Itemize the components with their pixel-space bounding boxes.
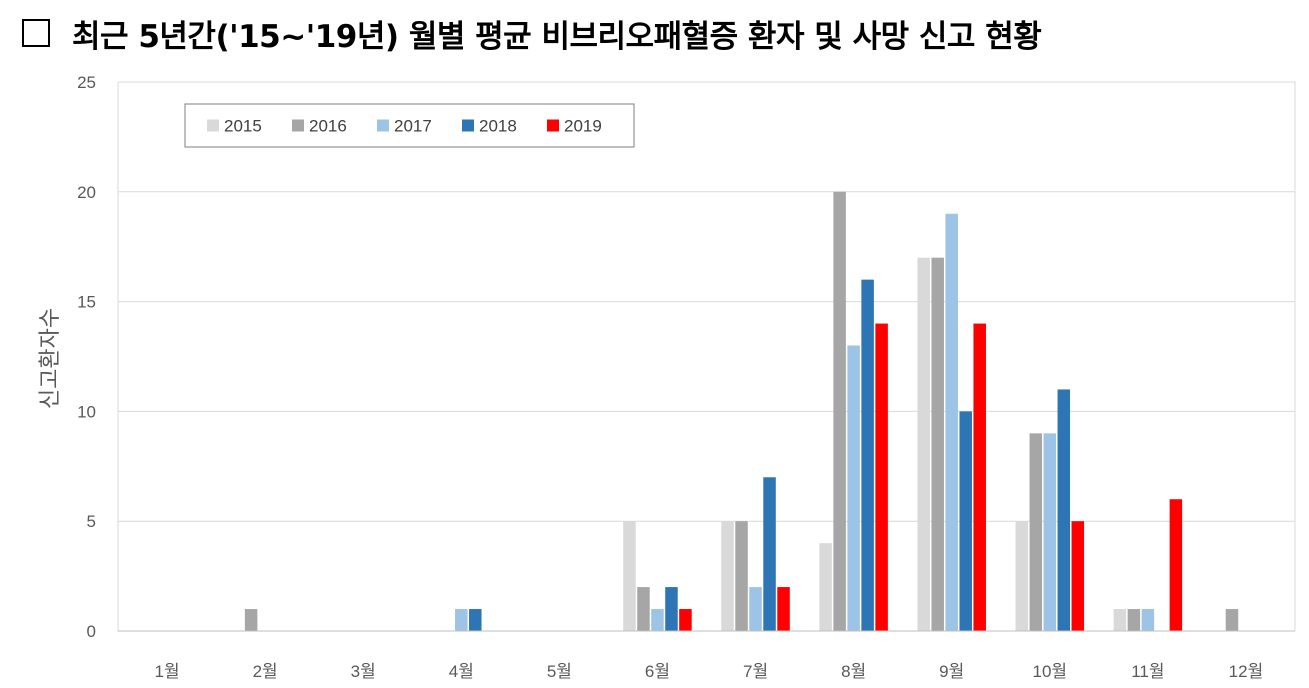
x-tick-label: 12월 bbox=[1229, 662, 1264, 681]
bar-2018-8 bbox=[861, 279, 874, 631]
y-tick-label: 0 bbox=[87, 622, 96, 641]
y-tick-label: 5 bbox=[87, 512, 96, 531]
bar-2017-8 bbox=[847, 345, 860, 631]
bar-2015-8 bbox=[819, 543, 832, 631]
bar-2019-10 bbox=[1071, 521, 1085, 631]
bar-2017-4 bbox=[455, 609, 468, 631]
bar-2016-7 bbox=[735, 521, 748, 631]
bar-2016-11 bbox=[1127, 609, 1141, 631]
bar-2015-9 bbox=[917, 257, 930, 631]
plot-area-border bbox=[117, 81, 1296, 632]
bar-2018-7 bbox=[763, 477, 776, 631]
page-title: 최근 5년간('15~'19년) 월별 평균 비브리오패혈증 환자 및 사망 신… bbox=[72, 18, 1042, 55]
x-tick-label: 4월 bbox=[449, 662, 474, 681]
x-tick-label: 2월 bbox=[253, 662, 278, 681]
y-tick-label: 25 bbox=[77, 73, 96, 92]
legend-swatch-2019 bbox=[547, 119, 559, 132]
legend-label-2016: 2016 bbox=[309, 117, 347, 136]
x-tick-label: 11월 bbox=[1131, 662, 1164, 681]
legend-label-2017: 2017 bbox=[394, 117, 432, 136]
bar-2018-10 bbox=[1057, 389, 1071, 631]
axes: 0 5 10 15 20 25 1월 2월 3월 4월 5월 6월 7월 8월 9월 10월 11월 12월 신고환… bbox=[37, 73, 1295, 681]
bar-2015-11 bbox=[1113, 609, 1127, 631]
bar-2019-6 bbox=[679, 609, 692, 631]
legend-label-2018: 2018 bbox=[479, 117, 517, 136]
bar-2016-9 bbox=[931, 257, 944, 631]
y-tick-label: 10 bbox=[77, 402, 96, 421]
bar-2019-11 bbox=[1169, 499, 1183, 631]
bar-2019-9 bbox=[973, 323, 986, 631]
bar-2016-12 bbox=[1225, 609, 1239, 631]
bar-2019-8 bbox=[875, 323, 888, 631]
bar-2017-11 bbox=[1141, 609, 1155, 631]
gridlines bbox=[117, 81, 1296, 632]
title-row: 최근 5년간('15~'19년) 월별 평균 비브리오패혈증 환자 및 사망 신… bbox=[22, 8, 1042, 58]
bar-2016-10 bbox=[1029, 433, 1043, 631]
legend-swatch-2017 bbox=[377, 119, 389, 132]
bar-2017-10 bbox=[1043, 433, 1057, 631]
bar-2017-6 bbox=[651, 609, 664, 631]
y-axis-title: 신고환자수 bbox=[37, 308, 62, 409]
bar-2018-9 bbox=[959, 411, 972, 631]
legend-label-2019: 2019 bbox=[564, 117, 602, 136]
x-tick-label: 9월 bbox=[939, 662, 964, 681]
bar-2019-7 bbox=[777, 587, 790, 631]
bar-2016-8 bbox=[833, 191, 846, 632]
bar-2015-7 bbox=[721, 521, 734, 631]
checkbox-square-icon bbox=[22, 19, 50, 47]
bars bbox=[244, 191, 1239, 632]
x-tick-label: 3월 bbox=[351, 662, 376, 681]
y-tick-label: 20 bbox=[77, 183, 96, 202]
legend: 2015 2016 2017 2018 2019 bbox=[184, 103, 635, 148]
x-tick-label: 7월 bbox=[743, 662, 768, 681]
x-tick-label: 10월 bbox=[1033, 662, 1068, 681]
legend-swatch-2016 bbox=[292, 119, 304, 132]
x-tick-label: 5월 bbox=[547, 662, 572, 681]
legend-swatch-2018 bbox=[462, 119, 474, 132]
legend-swatch-2015 bbox=[207, 119, 219, 132]
y-tick-label: 15 bbox=[77, 293, 96, 312]
bar-2016-2 bbox=[244, 609, 258, 631]
legend-box bbox=[184, 103, 635, 148]
legend-label-2015: 2015 bbox=[224, 117, 262, 136]
bar-2015-10 bbox=[1015, 521, 1029, 631]
bar-2017-9 bbox=[945, 213, 958, 631]
x-tick-label: 1월 bbox=[154, 662, 179, 681]
x-tick-label: 8월 bbox=[841, 662, 866, 681]
bar-2017-7 bbox=[749, 587, 762, 631]
x-tick-label: 6월 bbox=[645, 662, 670, 681]
bar-2018-6 bbox=[665, 587, 678, 631]
bar-2018-4 bbox=[469, 609, 482, 631]
bar-2015-6 bbox=[623, 521, 636, 631]
bar-2016-6 bbox=[637, 587, 650, 631]
